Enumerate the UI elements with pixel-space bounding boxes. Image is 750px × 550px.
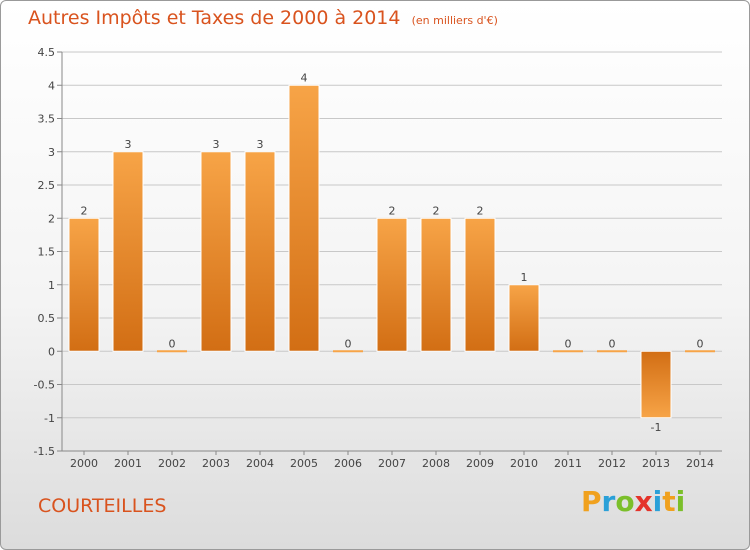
bar bbox=[200, 151, 232, 352]
logo-letter: t bbox=[662, 485, 676, 518]
chart-title: Autres Impôts et Taxes de 2000 à 2014 bbox=[28, 7, 401, 29]
bar-value-label: 2 bbox=[433, 204, 440, 217]
logo-letter: o bbox=[615, 485, 635, 518]
bar-value-label: 2 bbox=[477, 204, 484, 217]
bar bbox=[333, 350, 363, 353]
y-tick-label: 1.5 bbox=[38, 246, 56, 259]
bar-value-label: 3 bbox=[125, 138, 132, 151]
bar-value-label: -1 bbox=[651, 421, 662, 434]
bar-value-label: 2 bbox=[389, 204, 396, 217]
y-tick-label: -0.5 bbox=[34, 379, 55, 392]
bar-value-label: 0 bbox=[697, 337, 704, 350]
y-tick-label: 1 bbox=[48, 279, 55, 292]
bar-value-label: 0 bbox=[345, 337, 352, 350]
bar-value-label: 1 bbox=[521, 271, 528, 284]
x-tick-label: 2012 bbox=[598, 457, 626, 470]
x-tick-label: 2006 bbox=[334, 457, 362, 470]
x-tick-label: 2011 bbox=[554, 457, 582, 470]
bar bbox=[464, 217, 496, 352]
logo-letter: i bbox=[652, 485, 663, 518]
y-tick-label: -1 bbox=[44, 412, 55, 425]
bar-value-label: 4 bbox=[301, 71, 308, 84]
logo-letter: r bbox=[601, 485, 616, 518]
x-tick-label: 2010 bbox=[510, 457, 538, 470]
y-tick-label: 3.5 bbox=[38, 113, 56, 126]
x-tick-label: 2005 bbox=[290, 457, 318, 470]
y-tick-label: 0.5 bbox=[38, 312, 56, 325]
x-tick-label: 2007 bbox=[378, 457, 406, 470]
y-tick-label: 2.5 bbox=[38, 179, 56, 192]
commune-name: COURTEILLES bbox=[38, 495, 167, 517]
bar bbox=[640, 350, 672, 419]
bar-value-label: 3 bbox=[213, 138, 220, 151]
y-tick-label: 0 bbox=[48, 345, 55, 358]
y-tick-label: 4 bbox=[48, 79, 55, 92]
y-tick-label: 4.5 bbox=[38, 46, 56, 59]
logo-letter: i bbox=[675, 485, 686, 518]
x-tick-label: 2000 bbox=[70, 457, 98, 470]
bar-value-label: 3 bbox=[257, 138, 264, 151]
bar bbox=[112, 151, 144, 352]
bar bbox=[420, 217, 452, 352]
x-tick-label: 2009 bbox=[466, 457, 494, 470]
bar bbox=[553, 350, 583, 353]
bar-value-label: 2 bbox=[81, 204, 88, 217]
bar-value-label: 0 bbox=[565, 337, 572, 350]
bar bbox=[288, 84, 320, 352]
y-tick-label: 2 bbox=[48, 212, 55, 225]
logo-letter: x bbox=[634, 485, 653, 518]
chart-subtitle: (en milliers d'€) bbox=[411, 14, 498, 27]
bar-value-label: 0 bbox=[609, 337, 616, 350]
x-tick-label: 2003 bbox=[202, 457, 230, 470]
x-tick-label: 2013 bbox=[642, 457, 670, 470]
bar bbox=[597, 350, 627, 353]
chart-title-block: Autres Impôts et Taxes de 2000 à 2014 (e… bbox=[28, 7, 498, 29]
bar bbox=[685, 350, 715, 353]
y-tick-label: 3 bbox=[48, 146, 55, 159]
logo-letter: P bbox=[581, 485, 602, 518]
x-tick-label: 2002 bbox=[158, 457, 186, 470]
x-tick-label: 2004 bbox=[246, 457, 274, 470]
x-tick-label: 2008 bbox=[422, 457, 450, 470]
y-tick-label: -1.5 bbox=[34, 445, 55, 458]
x-tick-label: 2014 bbox=[686, 457, 714, 470]
bar bbox=[68, 217, 100, 352]
bar bbox=[244, 151, 276, 352]
bar bbox=[376, 217, 408, 352]
proxiti-logo: Proxiti bbox=[581, 485, 685, 518]
bar bbox=[508, 284, 540, 352]
bar-value-label: 0 bbox=[169, 337, 176, 350]
bar bbox=[157, 350, 187, 353]
x-tick-label: 2001 bbox=[114, 457, 142, 470]
